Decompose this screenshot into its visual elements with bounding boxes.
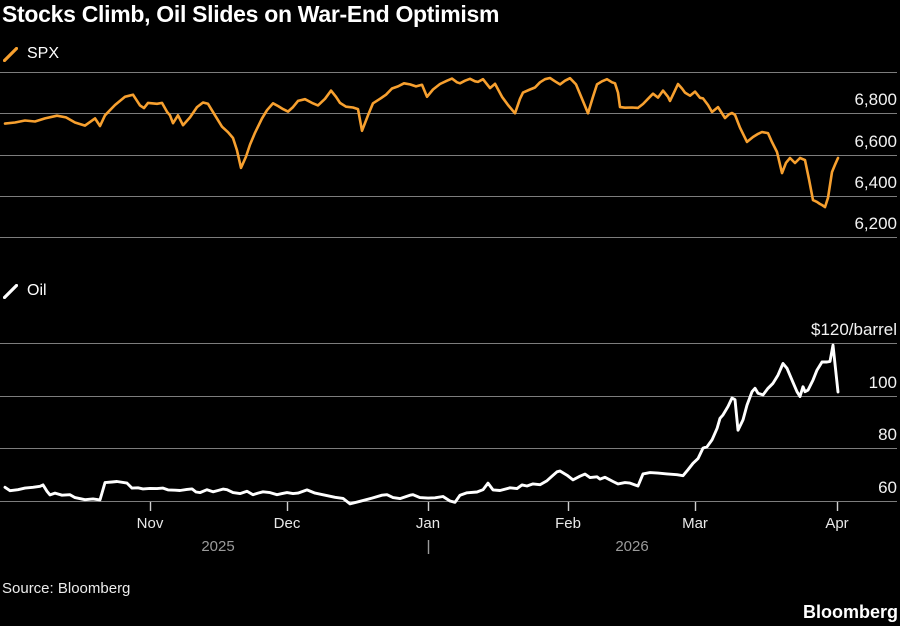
y-axis-label: 6,800: [854, 90, 897, 109]
spx-line: [3, 76, 840, 209]
legend-spx-label: SPX: [27, 45, 60, 62]
year-label: 2025: [201, 538, 235, 555]
month-label: Jan: [415, 515, 441, 532]
source-note: Source: Bloomberg: [2, 580, 131, 597]
month-label: Apr: [825, 515, 849, 532]
y-axis-label: 100: [868, 373, 897, 392]
legend-oil: Oil: [3, 282, 47, 300]
y-axis-label: 6,200: [854, 214, 897, 233]
oil-line-swatch-icon: [3, 283, 18, 299]
y-axis-label: 6,400: [854, 173, 897, 192]
bloomberg-logo: Bloomberg: [802, 602, 898, 622]
y-axis-label: $120/barrel: [810, 320, 897, 339]
month-label: Dec: [273, 515, 301, 532]
year-label: 2026: [615, 538, 649, 555]
legend-spx: SPX: [3, 45, 59, 63]
month-label: Nov: [136, 515, 164, 532]
spx-line-swatch-icon: [3, 46, 18, 62]
chart-title: Stocks Climb, Oil Slides on War-End Opti…: [2, 1, 500, 27]
month-label: Feb: [555, 515, 581, 532]
y-axis-label: 80: [878, 425, 897, 444]
y-axis-label: 60: [878, 478, 897, 497]
legend-oil-label: Oil: [27, 282, 47, 299]
oil-line: [3, 343, 840, 506]
month-label: Mar: [682, 515, 708, 532]
y-axis-label: 6,600: [854, 132, 897, 151]
